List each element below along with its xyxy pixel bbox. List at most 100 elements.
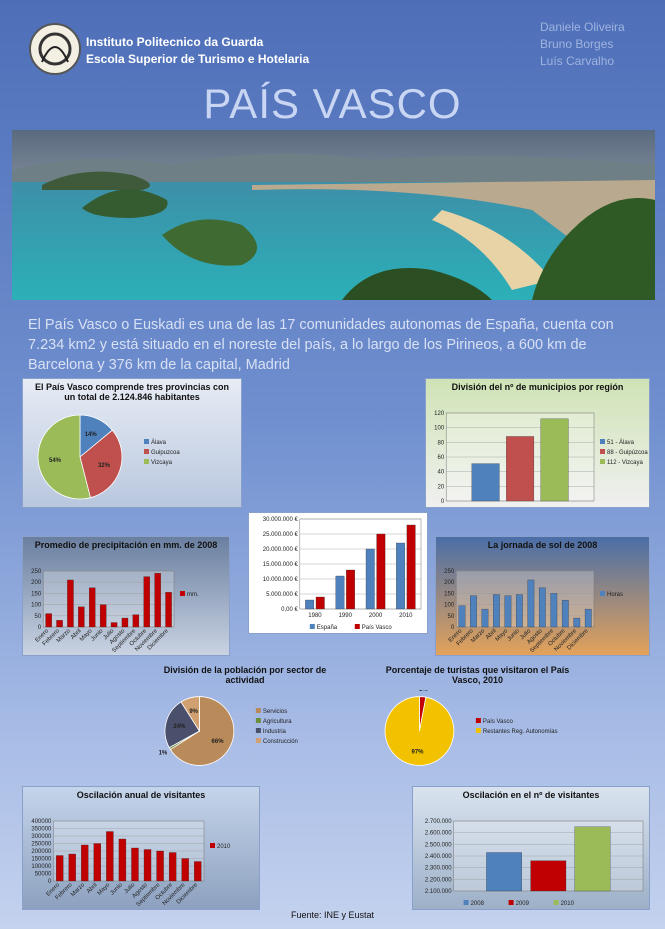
legend-label: Agricultura xyxy=(263,719,292,725)
y-tick-label: 150 xyxy=(31,591,42,597)
x-tick-label: 2010 xyxy=(399,613,413,619)
logo xyxy=(28,22,82,76)
bar xyxy=(155,573,161,627)
y-tick-label: 0 xyxy=(451,625,455,631)
bar xyxy=(144,577,150,627)
bar xyxy=(585,609,591,627)
chart: 050100150200250EneroFebreroMarzoAbrilMay… xyxy=(23,565,229,655)
bar xyxy=(336,576,344,609)
y-tick-label: 0 xyxy=(48,879,52,885)
chart: 0,00 €5.000.000 €10.000.000 €15.000.000 … xyxy=(249,513,427,633)
legend-swatch xyxy=(476,728,481,733)
y-tick-label: 120 xyxy=(434,411,445,417)
slice-label: 1% xyxy=(159,751,168,757)
bar xyxy=(46,614,52,627)
chart-panel: Promedio de precipitación en mm. de 2008… xyxy=(22,536,230,656)
bar xyxy=(106,832,113,882)
y-tick-label: 0,00 € xyxy=(281,607,298,613)
y-tick-label: 150000 xyxy=(31,857,52,863)
bar xyxy=(377,534,385,609)
legend-label: Restantes Reg. Autonomías xyxy=(483,729,558,735)
bar xyxy=(122,618,128,627)
y-tick-label: 2.700.000 xyxy=(425,819,452,825)
slice-label: 24% xyxy=(173,724,186,730)
chart-title: Promedio de precipitación en mm. de 2008 xyxy=(23,537,229,565)
chart-title: La jornada de sol de 2008 xyxy=(436,537,649,565)
legend-label: España xyxy=(317,625,338,631)
legend-label: 112 - Vizcaya xyxy=(607,460,643,466)
chart-panel: El País Vasco comprende tres provincias … xyxy=(22,378,242,508)
bar xyxy=(67,580,73,627)
bar xyxy=(575,827,610,891)
chart-title: Oscilación anual de visitantes xyxy=(23,787,259,815)
bar xyxy=(459,606,465,627)
legend-label: País Vasco xyxy=(483,719,514,725)
bar xyxy=(133,615,139,627)
y-tick-label: 200000 xyxy=(31,849,52,855)
institute: Instituto Politecnico da Guarda xyxy=(86,35,263,49)
legend-swatch xyxy=(256,708,261,713)
y-tick-label: 40 xyxy=(438,470,445,476)
legend-label: Horas xyxy=(607,592,623,598)
slice-label: 3% xyxy=(419,690,428,693)
y-tick-label: 2.500.000 xyxy=(425,842,452,848)
bar xyxy=(407,525,415,609)
legend-label: 2010 xyxy=(561,901,575,907)
legend-label: mm. xyxy=(187,592,199,598)
x-tick-label: Marzo xyxy=(470,628,486,644)
legend-swatch xyxy=(210,843,215,848)
x-tick-label: 1980 xyxy=(308,613,322,619)
y-tick-label: 350000 xyxy=(31,827,52,833)
bar xyxy=(119,839,126,881)
legend-swatch xyxy=(310,624,315,629)
bar xyxy=(505,596,511,627)
chart-title: Porcentaje de turistas que visitaron el … xyxy=(370,662,585,690)
y-tick-label: 60 xyxy=(438,455,445,461)
y-tick-label: 50 xyxy=(448,614,455,620)
legend-swatch xyxy=(464,900,469,905)
y-tick-label: 300000 xyxy=(31,834,52,840)
bar xyxy=(111,623,117,627)
x-tick-label: 1990 xyxy=(339,613,353,619)
y-tick-label: 250 xyxy=(31,569,42,575)
chart-panel: 0,00 €5.000.000 €10.000.000 €15.000.000 … xyxy=(248,512,428,634)
legend-label: 2009 xyxy=(516,901,530,907)
legend-swatch xyxy=(256,728,261,733)
legend-label: 2008 xyxy=(471,901,485,907)
y-tick-label: 2.200.000 xyxy=(425,877,452,883)
legend-label: Servicios xyxy=(263,709,287,715)
bar xyxy=(78,607,84,627)
x-tick-label: Junio xyxy=(90,628,105,643)
x-tick-label: Marzo xyxy=(70,882,86,898)
bar xyxy=(470,596,476,627)
y-tick-label: 20.000.000 € xyxy=(263,547,299,553)
y-tick-label: 0 xyxy=(441,499,445,505)
bar xyxy=(346,570,354,609)
author: Daniele Oliveira xyxy=(540,20,625,34)
bar xyxy=(100,605,106,627)
y-tick-label: 100000 xyxy=(31,864,52,870)
y-tick-label: 5.000.000 € xyxy=(266,592,298,598)
x-tick-label: Junio xyxy=(109,882,124,897)
bar xyxy=(551,593,557,627)
bar xyxy=(305,600,313,609)
slice-label: 14% xyxy=(85,432,98,438)
legend-swatch xyxy=(144,449,149,454)
chart-title: Oscilación en el nº de visitantes xyxy=(413,787,649,815)
plot-area xyxy=(456,571,594,627)
bar xyxy=(482,609,488,627)
legend-swatch xyxy=(509,900,514,905)
y-tick-label: 15.000.000 € xyxy=(263,562,299,568)
author: Luís Carvalho xyxy=(540,54,614,68)
y-tick-label: 20 xyxy=(438,484,445,490)
chart: 050100150200250EneroFebreroMarzoAbrilMay… xyxy=(436,565,649,655)
y-tick-label: 25.000.000 € xyxy=(263,532,299,538)
bar xyxy=(562,600,568,627)
plot-area xyxy=(43,571,174,627)
legend-swatch xyxy=(600,439,605,444)
legend-swatch xyxy=(476,718,481,723)
